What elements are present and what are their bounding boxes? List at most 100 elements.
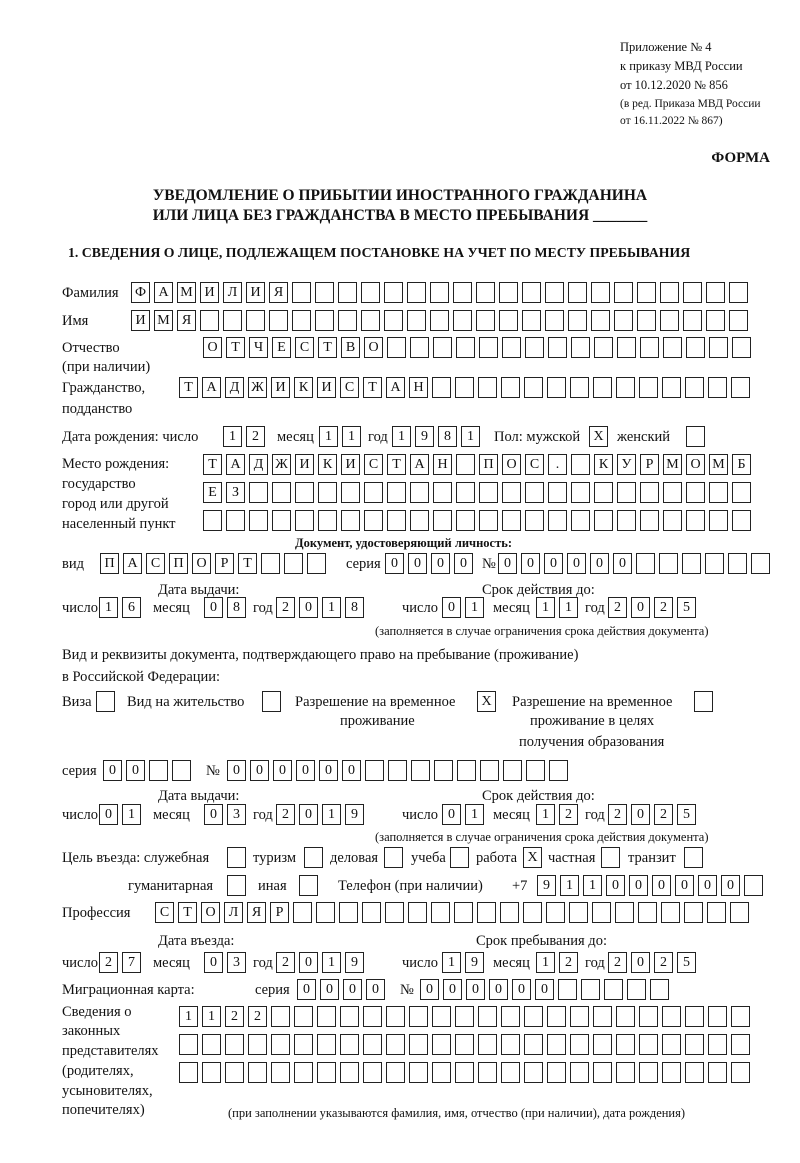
char-cell[interactable]	[433, 510, 452, 531]
char-cell[interactable]: 0	[204, 952, 223, 973]
char-cell[interactable]: 0	[512, 979, 531, 1000]
char-cell[interactable]	[662, 1034, 681, 1055]
char-cell[interactable]	[386, 1034, 405, 1055]
char-cell[interactable]	[640, 482, 659, 503]
char-cell[interactable]: Д	[225, 377, 244, 398]
char-cell[interactable]	[294, 1034, 313, 1055]
char-cell[interactable]	[499, 282, 518, 303]
char-cell[interactable]	[453, 282, 472, 303]
char-cell[interactable]	[317, 1006, 336, 1027]
char-cell[interactable]	[640, 337, 659, 358]
char-cell[interactable]: 1	[122, 804, 141, 825]
char-cell[interactable]: 2	[608, 952, 627, 973]
char-cell[interactable]: 9	[345, 952, 364, 973]
char-cell[interactable]	[248, 1034, 267, 1055]
checkbox-cell[interactable]	[384, 847, 403, 868]
char-cell[interactable]: М	[177, 282, 196, 303]
char-cell[interactable]	[456, 337, 475, 358]
char-cell[interactable]	[617, 510, 636, 531]
purpose-business-checkbox[interactable]	[384, 847, 403, 868]
char-cell[interactable]: Т	[387, 454, 406, 475]
char-cell[interactable]: 5	[677, 952, 696, 973]
char-cell[interactable]	[384, 282, 403, 303]
char-cell[interactable]	[732, 482, 751, 503]
char-cell[interactable]: 9	[345, 804, 364, 825]
char-cell[interactable]	[317, 1062, 336, 1083]
char-cell[interactable]: 0	[443, 979, 462, 1000]
char-cell[interactable]: 0	[343, 979, 362, 1000]
char-cell[interactable]	[731, 377, 750, 398]
char-cell[interactable]	[591, 282, 610, 303]
char-cell[interactable]: И	[200, 282, 219, 303]
char-cell[interactable]	[479, 337, 498, 358]
char-cell[interactable]: 2	[559, 952, 578, 973]
char-cell[interactable]: 0	[103, 760, 122, 781]
char-cell[interactable]: 8	[438, 426, 457, 447]
char-cell[interactable]	[271, 1034, 290, 1055]
char-cell[interactable]	[387, 510, 406, 531]
char-cell[interactable]	[570, 1034, 589, 1055]
purpose-humanitarian-checkbox[interactable]	[227, 875, 246, 896]
char-cell[interactable]	[706, 310, 725, 331]
char-cell[interactable]	[525, 482, 544, 503]
char-cell[interactable]: 1	[442, 952, 461, 973]
char-cell[interactable]	[686, 510, 705, 531]
char-cell[interactable]	[453, 310, 472, 331]
char-cell[interactable]	[200, 310, 219, 331]
char-cell[interactable]: 0	[227, 760, 246, 781]
char-cell[interactable]: 0	[489, 979, 508, 1000]
char-cell[interactable]	[548, 482, 567, 503]
char-cell[interactable]	[568, 282, 587, 303]
char-cell[interactable]: 1	[179, 1006, 198, 1027]
char-cell[interactable]: Т	[363, 377, 382, 398]
char-cell[interactable]	[706, 282, 725, 303]
char-cell[interactable]	[616, 1062, 635, 1083]
char-cell[interactable]	[248, 1062, 267, 1083]
char-cell[interactable]	[593, 1034, 612, 1055]
birthplace-cells[interactable]	[203, 510, 751, 531]
char-cell[interactable]	[479, 510, 498, 531]
char-cell[interactable]	[709, 482, 728, 503]
char-cell[interactable]: 0	[466, 979, 485, 1000]
char-cell[interactable]	[638, 902, 657, 923]
purpose-other-checkbox[interactable]	[299, 875, 318, 896]
char-cell[interactable]	[637, 282, 656, 303]
char-cell[interactable]: 1	[202, 1006, 221, 1027]
char-cell[interactable]: Л	[223, 282, 242, 303]
char-cell[interactable]	[729, 282, 748, 303]
char-cell[interactable]	[363, 1006, 382, 1027]
char-cell[interactable]: А	[410, 454, 429, 475]
char-cell[interactable]	[361, 310, 380, 331]
char-cell[interactable]	[685, 377, 704, 398]
checkbox-cell[interactable]	[686, 426, 705, 447]
char-cell[interactable]	[659, 553, 678, 574]
char-cell[interactable]: 2	[248, 1006, 267, 1027]
char-cell[interactable]	[545, 282, 564, 303]
char-cell[interactable]	[709, 510, 728, 531]
char-cell[interactable]: 0	[319, 760, 338, 781]
char-cell[interactable]	[317, 1034, 336, 1055]
char-cell[interactable]	[526, 760, 545, 781]
char-cell[interactable]	[522, 282, 541, 303]
char-cell[interactable]: Л	[224, 902, 243, 923]
char-cell[interactable]	[479, 482, 498, 503]
char-cell[interactable]: Ч	[249, 337, 268, 358]
char-cell[interactable]	[284, 553, 303, 574]
checkbox-cell[interactable]	[450, 847, 469, 868]
char-cell[interactable]: 8	[345, 597, 364, 618]
checkbox-cell[interactable]	[227, 875, 246, 896]
char-cell[interactable]	[179, 1034, 198, 1055]
char-cell[interactable]	[295, 510, 314, 531]
char-cell[interactable]: 9	[415, 426, 434, 447]
char-cell[interactable]: 0	[629, 875, 648, 896]
char-cell[interactable]	[663, 482, 682, 503]
char-cell[interactable]	[683, 310, 702, 331]
char-cell[interactable]	[548, 510, 567, 531]
char-cell[interactable]	[454, 902, 473, 923]
char-cell[interactable]	[364, 482, 383, 503]
char-cell[interactable]	[682, 553, 701, 574]
